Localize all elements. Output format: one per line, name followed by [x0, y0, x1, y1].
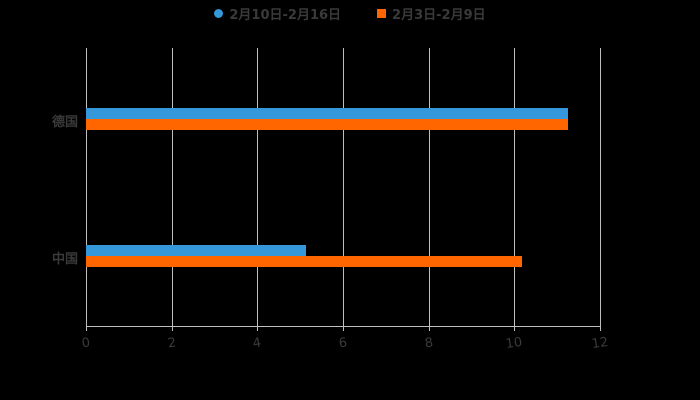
gridline	[343, 48, 344, 326]
x-tick-label: 4	[251, 335, 263, 352]
x-tick-label: 8	[423, 335, 435, 352]
legend-swatch-square-icon	[377, 9, 387, 18]
x-tick-label: 2	[166, 335, 178, 352]
gridline	[172, 48, 173, 326]
bar[interactable]	[86, 108, 568, 119]
x-tick-label: 10	[504, 334, 524, 353]
bar[interactable]	[86, 119, 568, 130]
gridline	[429, 48, 430, 326]
x-tick	[514, 326, 515, 331]
legend-item-series-1[interactable]: 2月10日-2月16日	[214, 4, 341, 23]
bar[interactable]	[86, 245, 307, 256]
x-tick	[257, 326, 258, 331]
x-tick-label: 0	[80, 335, 92, 352]
legend-item-series-2[interactable]: 2月3日-2月9日	[377, 4, 486, 23]
legend: 2月10日-2月16日 2月3日-2月9日	[0, 4, 700, 23]
legend-label: 2月10日-2月16日	[229, 8, 342, 23]
y-category-label: 德国	[51, 115, 78, 130]
x-tick	[429, 326, 430, 331]
gridline	[514, 48, 515, 326]
gridline	[257, 48, 258, 326]
x-tick-label: 12	[590, 334, 610, 353]
gridline	[600, 48, 601, 326]
x-axis-line	[86, 326, 601, 327]
x-tick	[172, 326, 173, 331]
y-category-label: 中国	[51, 252, 78, 267]
legend-label: 2月3日-2月9日	[392, 8, 486, 23]
bar[interactable]	[86, 256, 523, 267]
x-tick	[86, 326, 87, 331]
x-tick-label: 6	[337, 335, 349, 352]
legend-swatch-circle-icon	[214, 9, 224, 18]
x-tick	[343, 326, 344, 331]
gridline	[86, 48, 87, 326]
x-tick	[600, 326, 601, 331]
